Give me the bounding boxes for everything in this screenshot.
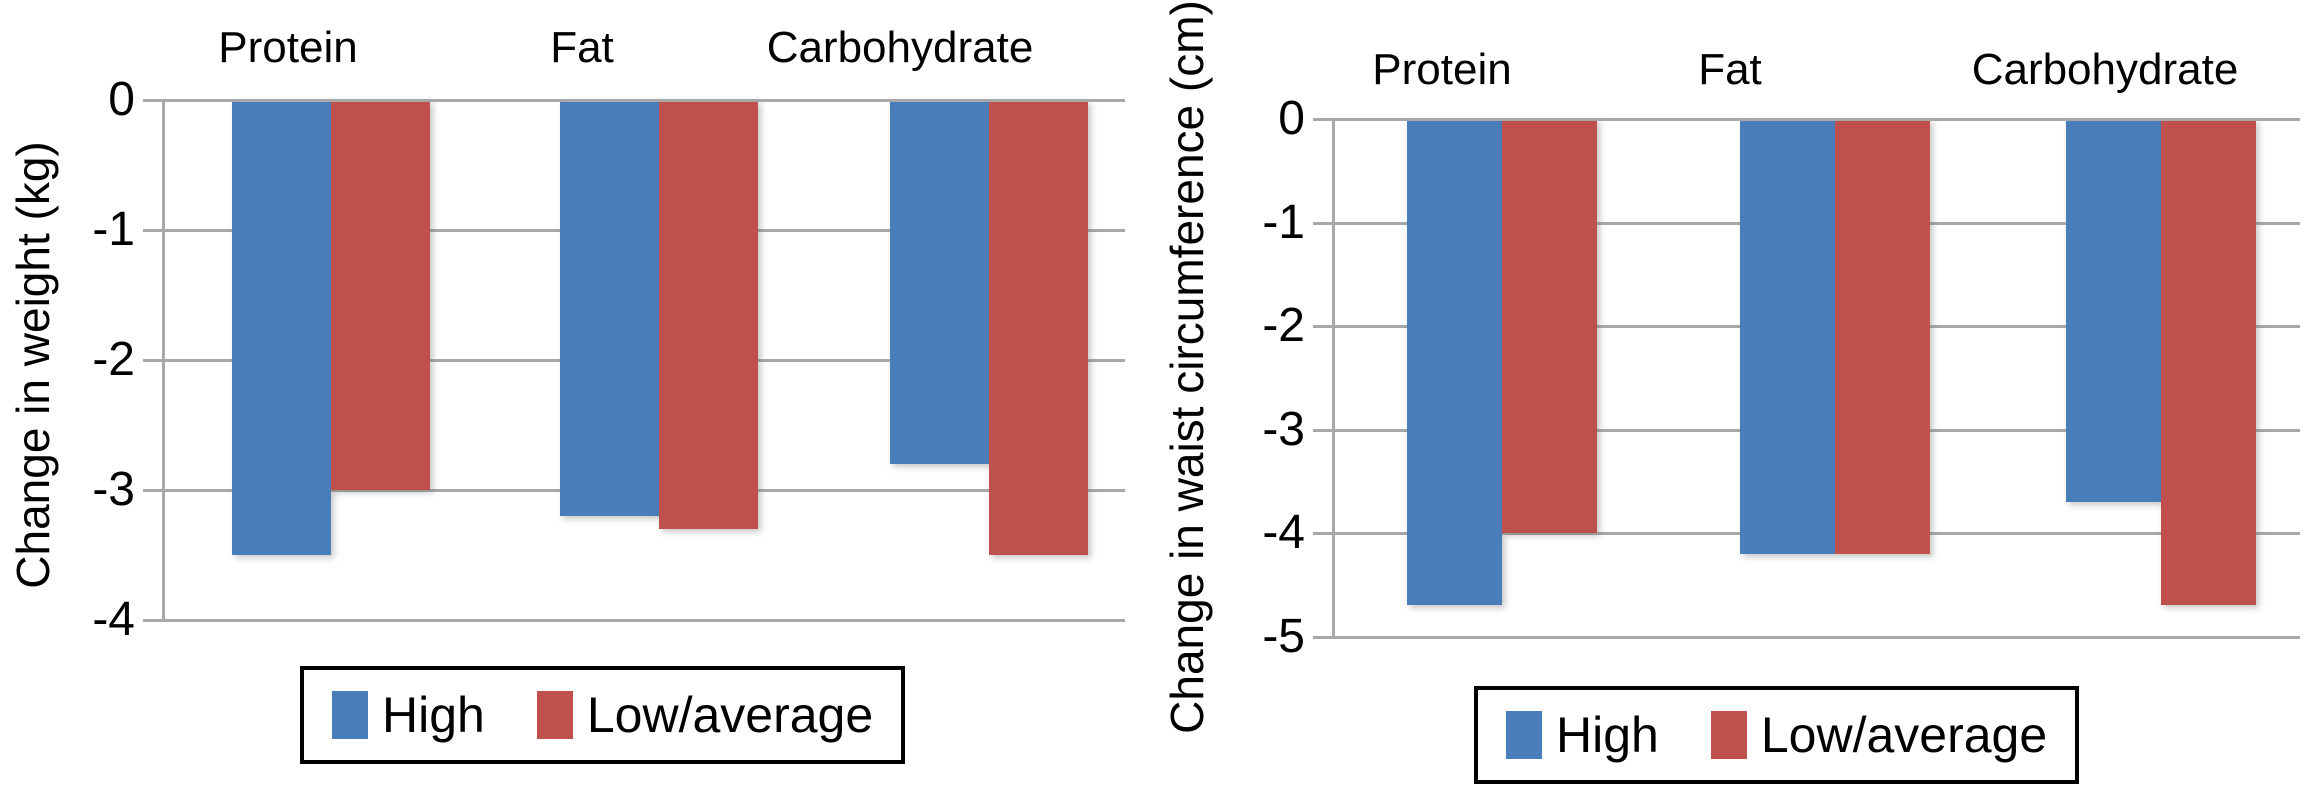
y-tick-label: -4 [1262,506,1305,559]
category-label-protein: Protein [1372,45,1512,94]
bar-low-average-protein [331,100,430,490]
category-label-fat: Fat [550,23,614,72]
zero-gridline [1313,118,2300,121]
legend-label-high: High [382,687,485,743]
y-axis-line [1332,118,1335,638]
y-tick-label: -1 [92,203,135,256]
y-tick-label: -2 [1262,299,1305,352]
y-tick-label: -2 [92,333,135,386]
legend-swatch-high [1506,711,1542,759]
y-tick-label: 0 [108,73,135,126]
y-tick-label: 0 [1278,92,1305,145]
legend-item-low-average: Low/average [536,687,874,743]
legend-item-high: High [1506,710,1659,760]
y-tick-label: -3 [92,463,135,516]
legend-item-low-average: Low/average [1710,707,2048,763]
gridline [1313,635,2300,639]
zero-gridline [143,99,1125,102]
bar-high-fat [1740,119,1835,554]
category-label-fat: Fat [1698,45,1762,94]
category-label-carbohydrate: Carbohydrate [1971,45,2239,94]
category-label-protein: Protein [218,23,358,72]
y-tick-label: -1 [1262,195,1305,249]
legend-label-low-average: Low/average [1760,707,2048,763]
legend-label-low-average: Low/average [586,687,874,743]
legend-swatch-high [332,691,368,739]
y-tick-label: -3 [1262,402,1305,456]
legend-label-high: High [1556,707,1659,763]
legend-item-high: High [332,690,485,740]
gridline [143,619,1125,622]
bar-low-average-protein [1502,119,1597,533]
legend: High Low/average [1474,686,2080,784]
y-axis-line [162,99,165,621]
legend-swatch-low-average [1710,711,1747,759]
bar-high-fat [560,100,659,516]
legend-swatch-low-average [536,691,573,739]
bar-low-average-carbohydrate [989,100,1088,555]
bar-low-average-fat [659,100,758,529]
y-tick-label: -5 [1262,609,1305,663]
bar-high-protein [1407,119,1502,606]
bar-low-average-carbohydrate [2161,119,2256,606]
bar-high-carbohydrate [2066,119,2161,502]
category-label-carbohydrate: Carbohydrate [766,23,1034,72]
chart-weight-change: Change in weight (kg) 0 -1 -2 -3 -4 Protein Fa… [7,23,1125,764]
bar-high-carbohydrate [890,100,989,464]
y-tick-label: -4 [92,593,135,646]
chart-waist-circumference-change: Change in waist circumference (cm) 0 -1 -2… [1159,0,2318,785]
bar-low-average-fat [1835,119,1930,554]
bar-high-protein [232,100,331,555]
legend: High Low/average [300,666,906,764]
